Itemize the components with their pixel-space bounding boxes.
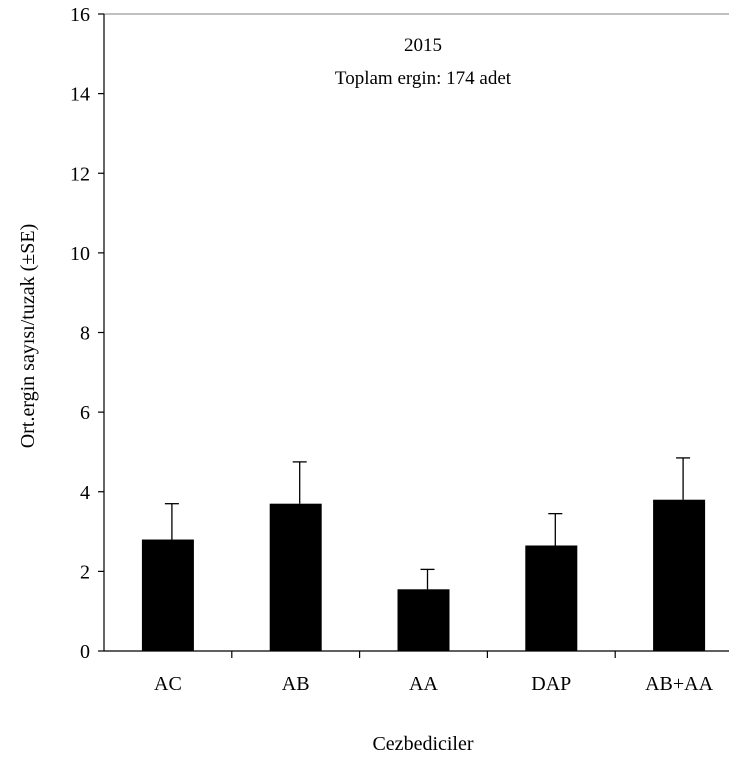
- bar-dap: [525, 545, 578, 651]
- annotation-year: 2015: [404, 35, 442, 56]
- y-tick-label: 14: [70, 84, 90, 106]
- y-tick-label: 0: [80, 641, 90, 663]
- x-tick-label: AC: [154, 673, 182, 695]
- bar-ab-aa: [653, 499, 706, 651]
- y-tick-label: 16: [70, 4, 90, 26]
- x-tick-label: AA: [409, 673, 438, 695]
- y-tick-label: 12: [70, 163, 90, 185]
- y-axis-title: Ort.ergin sayısı/tuzak (±SE): [17, 224, 39, 448]
- y-tick-label: 2: [80, 561, 90, 583]
- y-tick-label: 8: [80, 323, 90, 345]
- annotation-total: Toplam ergin: 174 adet: [335, 68, 512, 89]
- bar-ac: [141, 539, 194, 651]
- x-tick-label: DAP: [531, 673, 571, 695]
- x-axis-title: Cezbediciler: [372, 733, 473, 755]
- bar-ab: [269, 503, 322, 651]
- bar-aa: [397, 589, 450, 651]
- x-tick-label: AB: [282, 673, 310, 695]
- y-tick-label: 10: [70, 243, 90, 265]
- y-tick-label: 6: [80, 402, 90, 424]
- x-tick-label: AB+AA: [645, 673, 714, 695]
- y-tick-label: 4: [80, 482, 90, 504]
